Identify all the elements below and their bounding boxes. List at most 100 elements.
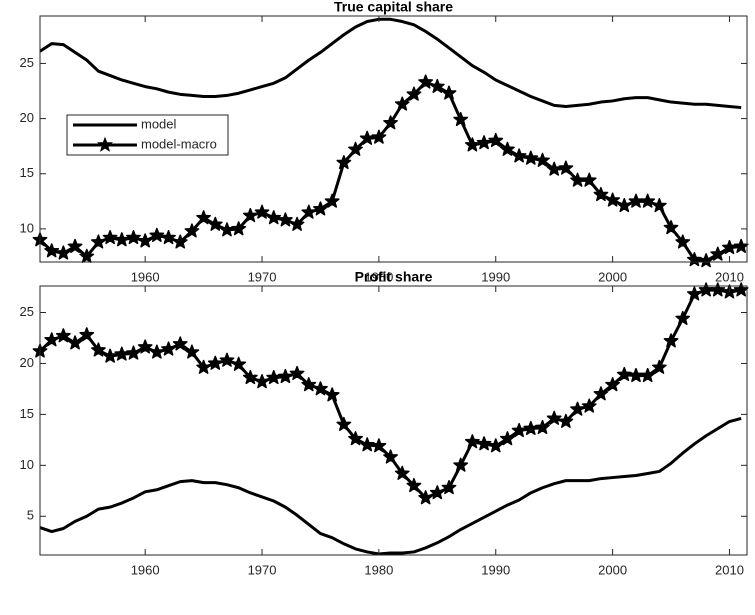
y-tick-label: 20 [20, 355, 34, 370]
marker [418, 490, 434, 505]
marker [324, 193, 340, 208]
marker [453, 111, 469, 127]
marker [500, 141, 515, 156]
x-tick-label: 1980 [364, 269, 393, 284]
marker [91, 234, 106, 249]
marker [137, 233, 153, 248]
marker [114, 346, 130, 361]
legend-box [66, 114, 229, 156]
marker [137, 339, 153, 354]
y-tick-label: 10 [20, 457, 34, 472]
marker [581, 172, 597, 187]
x-tick-label: 1990 [481, 562, 510, 577]
marker [733, 282, 749, 297]
marker [172, 336, 188, 351]
marker [476, 436, 492, 451]
marker [394, 465, 410, 480]
x-tick-label: 1960 [131, 562, 160, 577]
marker [581, 398, 597, 413]
marker [348, 431, 363, 446]
marker [406, 477, 422, 493]
x-tick-label: 1970 [248, 562, 277, 577]
marker [289, 365, 305, 381]
marker [523, 150, 539, 165]
marker [44, 243, 60, 258]
marker [207, 355, 223, 370]
marker [161, 229, 176, 245]
y-tick-label: 10 [20, 220, 34, 235]
x-tick-label: 2010 [715, 562, 744, 577]
marker [418, 74, 434, 89]
x-tick-label: 1980 [364, 562, 393, 577]
marker [371, 438, 387, 453]
marker [464, 434, 480, 449]
marker [126, 345, 141, 360]
marker [675, 310, 691, 326]
marker [523, 420, 539, 436]
y-tick-label: 25 [20, 55, 34, 70]
x-tick-label: 2010 [715, 269, 744, 284]
marker [55, 245, 71, 260]
marker [254, 374, 270, 389]
axes-box [39, 15, 748, 263]
series-line [40, 17, 742, 110]
marker [441, 480, 457, 495]
marker [441, 85, 457, 100]
marker [651, 359, 667, 374]
y-tick-label: 5 [27, 508, 34, 523]
marker [254, 204, 270, 219]
x-tick-label: 2000 [598, 269, 627, 284]
marker [114, 232, 130, 247]
marker [640, 193, 656, 208]
marker [219, 222, 235, 237]
marker [733, 238, 749, 253]
marker [359, 130, 375, 145]
x-tick-label: 1970 [248, 269, 277, 284]
series-line [40, 417, 742, 556]
plot-area [32, 282, 749, 556]
marker [394, 96, 410, 111]
marker [535, 152, 550, 167]
marker [301, 377, 317, 392]
marker [605, 377, 621, 392]
marker [44, 332, 60, 347]
marker [278, 368, 293, 384]
legend-label: model-macro [141, 136, 217, 151]
y-tick-label: 15 [20, 165, 34, 180]
marker [55, 328, 71, 343]
marker [616, 366, 632, 382]
marker [313, 381, 328, 396]
marker [371, 129, 387, 144]
plot-area [32, 17, 749, 268]
marker [710, 282, 726, 297]
y-tick-label: 20 [20, 110, 34, 125]
marker [184, 223, 200, 238]
x-tick-label: 1990 [481, 269, 510, 284]
marker [266, 369, 282, 385]
marker [558, 413, 574, 428]
marker [628, 193, 644, 208]
marker [149, 227, 165, 242]
marker [348, 141, 363, 156]
marker [102, 229, 118, 245]
marker [698, 253, 714, 268]
chart-title: Profit share [355, 269, 433, 285]
marker [511, 422, 527, 438]
marker [500, 431, 515, 446]
marker [161, 341, 176, 356]
marker [231, 356, 247, 371]
marker [383, 115, 398, 130]
marker [453, 457, 469, 472]
marker [207, 216, 223, 231]
marker [289, 216, 305, 231]
marker [605, 192, 621, 207]
y-tick-label: 25 [20, 304, 34, 319]
marker [429, 78, 445, 94]
marker [511, 148, 527, 163]
marker [219, 352, 235, 367]
marker [91, 342, 106, 357]
marker [546, 410, 562, 425]
marker [324, 387, 340, 402]
marker [184, 344, 200, 359]
